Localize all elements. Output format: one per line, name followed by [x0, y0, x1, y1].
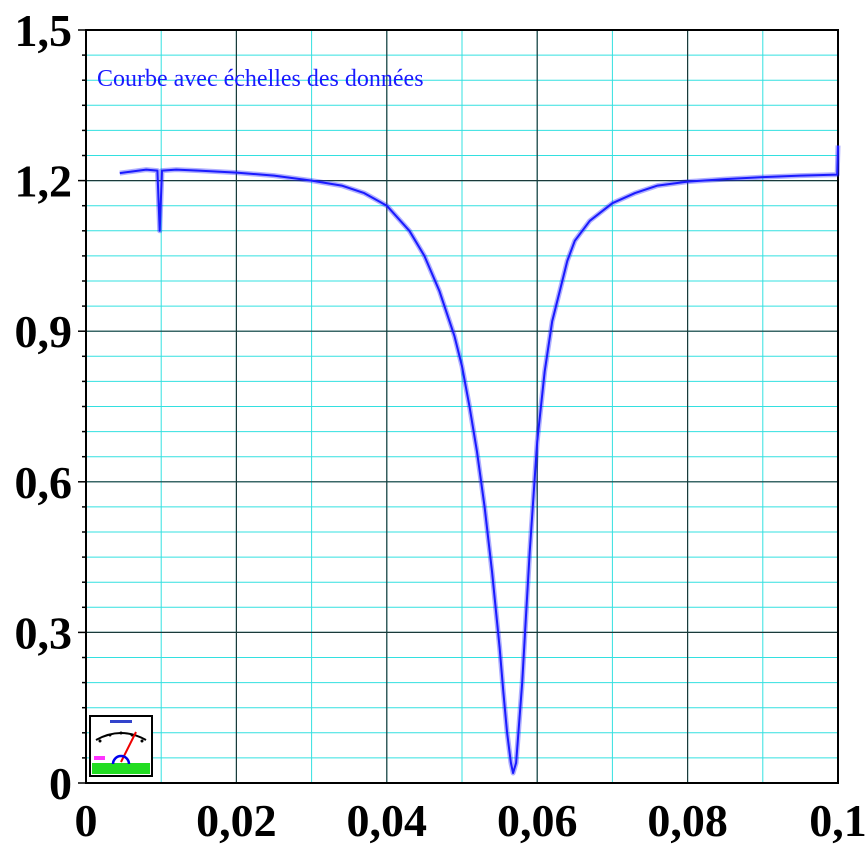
x-tick-label: 0	[75, 795, 98, 845]
x-tick-label: 0,06	[497, 795, 578, 845]
chart-title: Courbe avec échelles des données	[97, 66, 424, 92]
curve-group	[120, 146, 838, 774]
y-tick-label: 0,6	[15, 457, 73, 508]
series-line	[120, 146, 838, 774]
y-tick-label: 1,2	[15, 156, 73, 207]
y-tick-label: 0,3	[15, 607, 73, 658]
x-tick-label: 0,08	[647, 795, 728, 845]
y-tick-label: 0	[49, 758, 72, 809]
meter-logo-icon	[90, 716, 152, 776]
grid	[78, 30, 838, 783]
y-tick-label: 1,5	[15, 5, 73, 56]
x-tick-label: 0,1	[809, 795, 865, 845]
x-tick-label: 0,04	[347, 795, 428, 845]
y-tick-label: 0,9	[15, 306, 73, 357]
x-tick-label: 0,02	[196, 795, 277, 845]
